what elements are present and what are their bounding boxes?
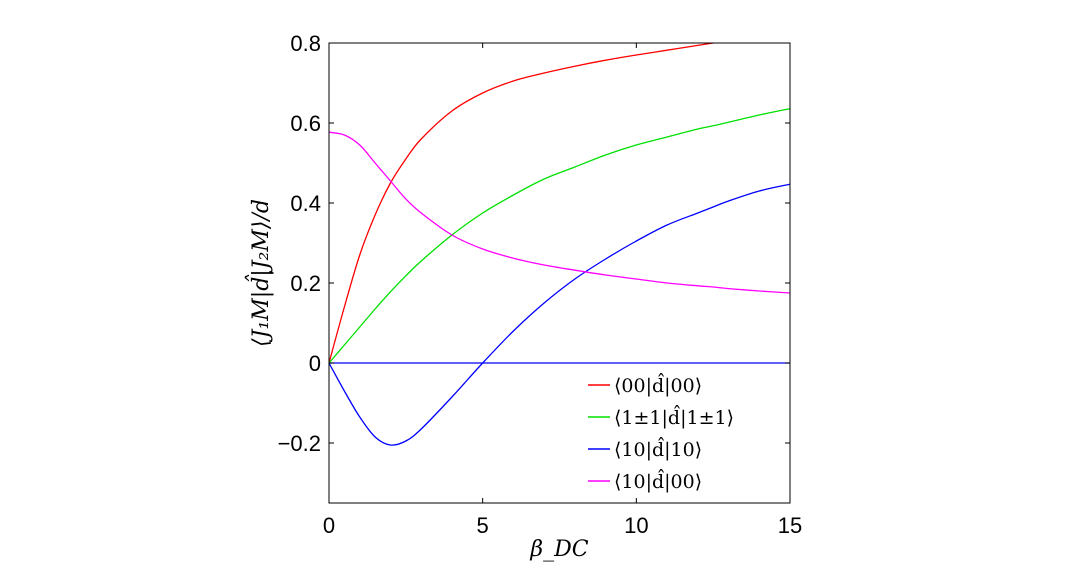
y-axis-label: ⟨J₁M|d̂|J₂M⟩/d bbox=[245, 199, 274, 347]
plot-frame bbox=[328, 42, 791, 504]
x-tick-label: 15 bbox=[778, 513, 802, 538]
series-layer bbox=[328, 42, 791, 446]
y-tick-label: 0.2 bbox=[290, 271, 321, 296]
x-tick-label: 5 bbox=[477, 513, 489, 538]
legend: ⟨00|d̂|00⟩ ⟨1±1|d̂|1±1⟩ ⟨10|d̂|10⟩ ⟨10|d̂|0… bbox=[588, 372, 734, 493]
legend-label-3: ⟨10|d̂|10⟩ bbox=[614, 436, 702, 461]
series-line-2 bbox=[328, 107, 791, 364]
y-tick-label: −0.2 bbox=[278, 431, 321, 456]
y-tick-label: 0 bbox=[309, 351, 321, 376]
legend-label-1: ⟨00|d̂|00⟩ bbox=[614, 372, 702, 397]
legend-label-2: ⟨1±1|d̂|1±1⟩ bbox=[614, 404, 734, 429]
series-line-1 bbox=[328, 42, 714, 364]
series-line-3 bbox=[328, 183, 791, 446]
ticks-layer: 0 5 10 15 −0.2 0 0.2 0.4 0.6 0.8 bbox=[278, 31, 803, 538]
x-axis-label: β_DC bbox=[529, 537, 588, 562]
x-tick-label: 0 bbox=[323, 513, 335, 538]
x-tick-label: 10 bbox=[624, 513, 648, 538]
y-tick-label: 0.8 bbox=[290, 31, 321, 56]
legend-label-4: ⟨10|d̂|00⟩ bbox=[614, 468, 702, 493]
series-line-4 bbox=[328, 131, 791, 294]
y-tick-label: 0.4 bbox=[290, 191, 321, 216]
y-tick-label: 0.6 bbox=[290, 111, 321, 136]
